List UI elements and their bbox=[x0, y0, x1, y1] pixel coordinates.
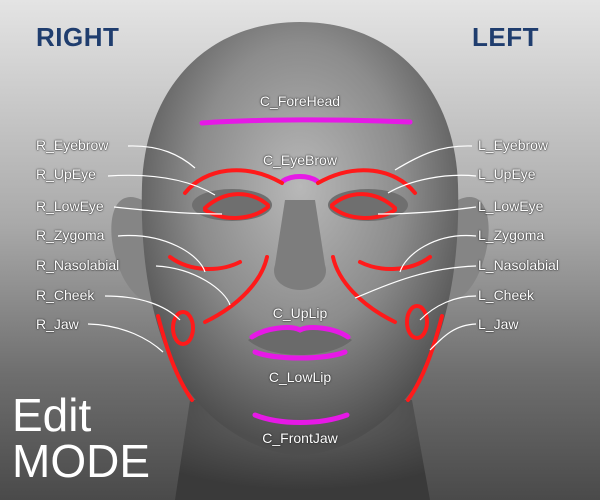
label-r-jaw: R_Jaw bbox=[36, 316, 79, 332]
label-l-jaw: L_Jaw bbox=[478, 316, 519, 332]
mode-title-line1: Edit bbox=[12, 389, 92, 441]
c-uplip-curve bbox=[249, 325, 351, 340]
label-l-nasolabial: L_Nasolabial bbox=[478, 257, 559, 273]
l-nasolabial-curve bbox=[331, 255, 397, 324]
arrow-l-upeye bbox=[387, 174, 477, 194]
arrow-r-eyebrow bbox=[127, 145, 196, 169]
arrow-r-nasolabial bbox=[155, 265, 231, 306]
l-upeye-curve bbox=[330, 192, 397, 210]
arrow-l-eyebrow bbox=[394, 145, 473, 171]
arrow-r-loweye bbox=[113, 206, 223, 215]
r-zygoma-curve bbox=[168, 255, 242, 271]
r-jaw-curve bbox=[156, 314, 194, 402]
label-r-zygoma: R_Zygoma bbox=[36, 227, 105, 243]
label-l-cheek: L_Cheek bbox=[478, 287, 535, 303]
arrow-r-cheek bbox=[104, 295, 181, 321]
arrow-l-jaw bbox=[429, 323, 477, 351]
label-c-forehead: C_ForeHead bbox=[259, 93, 341, 109]
arrow-r-jaw bbox=[87, 323, 164, 353]
label-c-eyebrow: C_EyeBrow bbox=[263, 152, 337, 168]
r-upeye-curve bbox=[203, 192, 270, 210]
label-l-zygoma: L_Zygoma bbox=[478, 227, 545, 243]
label-r-loweye: R_LowEye bbox=[36, 198, 104, 214]
c-frontjaw-curve bbox=[252, 412, 350, 425]
c-forehead-curve bbox=[199, 117, 413, 126]
l-zygoma-curve bbox=[358, 255, 432, 271]
arrow-l-nasolabial bbox=[354, 265, 477, 299]
left-side-title: LEFT bbox=[472, 22, 539, 52]
arrow-l-loweye bbox=[377, 206, 477, 215]
arrow-l-cheek bbox=[419, 295, 477, 321]
l-loweye-curve bbox=[330, 205, 397, 220]
r-eyebrow-curve bbox=[183, 168, 284, 195]
mouth-shape bbox=[248, 328, 352, 355]
label-c-lowlip: C_LowLip bbox=[268, 369, 332, 385]
l-jaw-curve bbox=[406, 314, 444, 402]
label-l-upeye: L_UpEye bbox=[478, 166, 536, 182]
c-eyebrow-curve bbox=[280, 174, 320, 184]
label-c-uplip: C_UpLip bbox=[272, 305, 328, 321]
c-lowlip-curve bbox=[252, 349, 348, 361]
r-cheek-ellipse bbox=[171, 310, 195, 346]
label-r-nasolabial: R_Nasolabial bbox=[36, 257, 120, 273]
arrow-l-zygoma bbox=[399, 234, 477, 273]
label-r-cheek: R_Cheek bbox=[36, 287, 95, 303]
arrow-r-upeye bbox=[107, 174, 216, 196]
l-cheek-ellipse bbox=[405, 304, 429, 340]
label-r-upeye: R_UpEye bbox=[36, 166, 96, 182]
label-r-eyebrow: R_Eyebrow bbox=[36, 137, 109, 153]
right-side-title: RIGHT bbox=[36, 22, 120, 52]
label-l-eyebrow: L_Eyebrow bbox=[478, 137, 549, 153]
arrow-r-zygoma bbox=[117, 234, 206, 273]
label-c-frontjaw: C_FrontJaw bbox=[262, 430, 338, 446]
r-loweye-curve bbox=[203, 205, 270, 220]
r-nasolabial-curve bbox=[203, 255, 269, 324]
label-l-loweye: L_LowEye bbox=[478, 198, 544, 214]
nose-shape bbox=[274, 200, 326, 290]
mode-title-line2: MODE bbox=[12, 435, 150, 487]
l-eyebrow-curve bbox=[316, 168, 417, 195]
